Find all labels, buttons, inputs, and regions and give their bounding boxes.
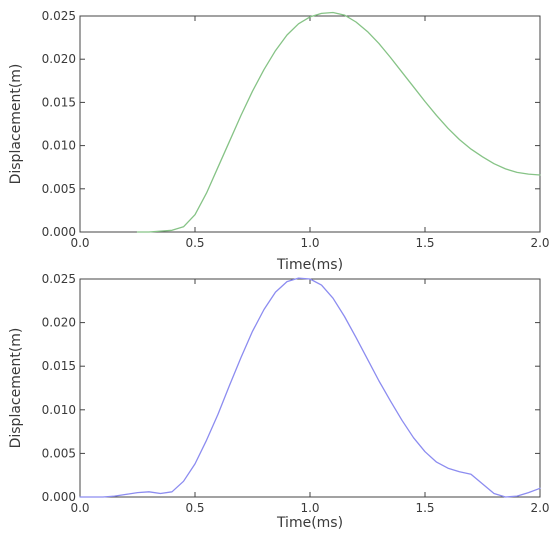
y-tick-label: 0.010 [42,403,76,417]
y-tick-label: 0.025 [42,9,76,23]
y-axis-title: Displacement(m) [8,328,24,449]
x-tick-label: 2.0 [530,501,549,515]
y-tick-label: 0.020 [42,52,76,66]
x-tick-label: 1.0 [300,236,319,250]
x-tick-label: 0.5 [185,236,204,250]
y-tick-label: 0.005 [42,446,76,460]
axes-frame [79,15,541,233]
y-axis-title: Displacement(m) [8,64,24,185]
y-tick-label: 0.025 [42,272,76,286]
x-tick-label: 1.5 [415,236,434,250]
x-axis-title: Time(ms) [276,515,343,531]
x-tick-label: 1.5 [415,501,434,515]
displacement-line [79,277,541,498]
bottom-chart-panel: 0.0 0.5 1.0 1.5 2.0 0.000 0.005 0.010 0.015 0.020… [8,272,550,531]
x-tick-label: 1.0 [300,501,319,515]
y-tick-label: 0.015 [42,95,76,109]
axes-frame [79,278,541,498]
x-tick-label: 0.5 [185,501,204,515]
y-tick-label: 0.010 [42,139,76,153]
y-tick-label: 0.000 [42,490,76,504]
x-tick-label: 0.0 [70,501,89,515]
displacement-line [136,11,541,233]
x-axis-title: Time(ms) [276,257,343,273]
x-tick-label: 2.0 [530,236,549,250]
x-tick-label: 0.0 [70,236,89,250]
y-tick-label: 0.020 [42,316,76,330]
top-chart-panel: 0.0 0.5 1.0 1.5 2.0 0.000 0.005 0.010 0.015 0.020… [8,9,550,273]
y-tick-label: 0.005 [42,182,76,196]
y-tick-label: 0.000 [42,225,76,239]
y-tick-label: 0.015 [42,359,76,373]
